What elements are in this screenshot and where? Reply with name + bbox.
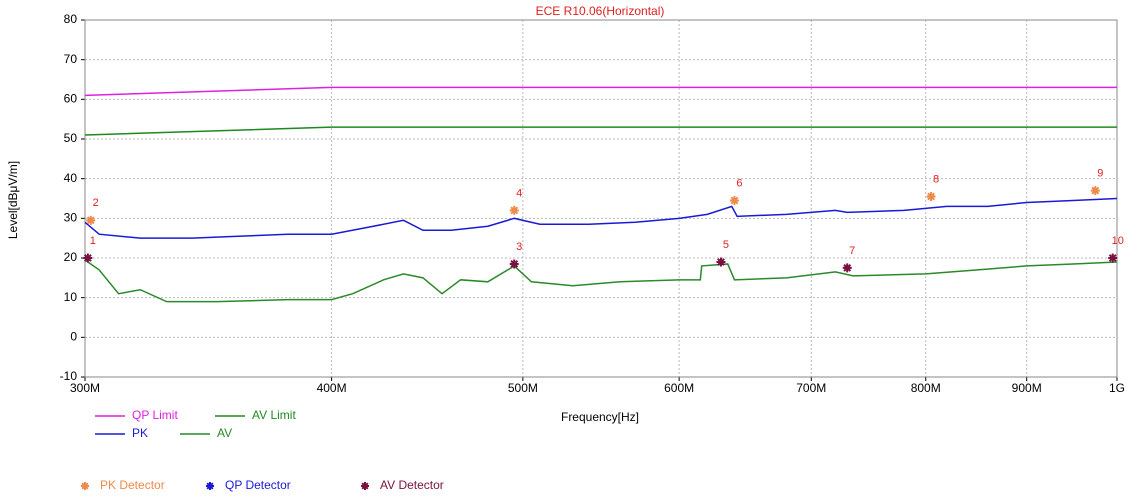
y-tick-label: 50 (64, 131, 78, 145)
x-axis-label: Frequency[Hz] (561, 410, 639, 424)
legend-label: AV (217, 426, 232, 440)
series-line (84, 197, 1118, 239)
legend-label: QP Limit (132, 408, 178, 422)
x-tick-label: 500M (508, 381, 538, 395)
series-line (84, 126, 1117, 136)
point-label: 7 (849, 245, 855, 257)
y-tick-label: 40 (64, 171, 78, 185)
detector-marker (716, 257, 726, 267)
y-tick-label: 70 (64, 52, 78, 66)
y-tick-label: -10 (60, 369, 78, 383)
detector-marker (842, 263, 852, 273)
legend-label: PK (132, 426, 148, 440)
y-tick-label: 30 (64, 211, 78, 225)
x-tick-label: 600M (664, 381, 694, 395)
detector-marker (1090, 186, 1100, 196)
x-tick-label: 900M (1012, 381, 1042, 395)
series-line (84, 86, 1117, 97)
point-label: 6 (736, 177, 742, 189)
series-line (84, 259, 1118, 303)
legend-label: PK Detector (100, 478, 165, 492)
y-axis-label: Level[dBμV/m] (6, 161, 20, 239)
point-label: 9 (1097, 167, 1103, 179)
legend-label: AV Limit (252, 408, 296, 422)
point-label: 2 (93, 197, 99, 209)
point-label: 8 (933, 173, 939, 185)
point-label: 5 (723, 239, 729, 251)
legend-swatch (206, 482, 214, 490)
x-tick-label: 400M (317, 381, 347, 395)
y-tick-label: 60 (64, 92, 78, 106)
chart-title: ECE R10.06(Horizontal) (536, 4, 665, 18)
x-tick-label: 1G (1109, 381, 1125, 395)
point-label: 4 (516, 187, 522, 199)
detector-marker (509, 259, 519, 269)
legend-label: QP Detector (225, 478, 291, 492)
y-tick-label: 20 (64, 250, 78, 264)
detector-marker (86, 215, 96, 225)
x-tick-label: 300M (70, 381, 100, 395)
y-tick-label: 80 (64, 12, 78, 26)
legend-swatch (361, 482, 369, 490)
y-tick-label: 10 (64, 290, 78, 304)
detector-marker (83, 253, 93, 263)
detector-marker (729, 195, 739, 205)
detector-marker (1108, 253, 1118, 263)
legend-swatch (81, 482, 89, 490)
plot-frame (84, 19, 1118, 378)
point-label: 1 (90, 235, 96, 247)
y-tick-label: 0 (70, 330, 77, 344)
x-tick-label: 700M (796, 381, 826, 395)
legend-label: AV Detector (380, 478, 444, 492)
point-label: 3 (516, 241, 522, 253)
point-label: 10 (1112, 235, 1124, 247)
x-tick-label: 800M (911, 381, 941, 395)
detector-marker (509, 205, 519, 215)
detector-marker (926, 192, 936, 202)
